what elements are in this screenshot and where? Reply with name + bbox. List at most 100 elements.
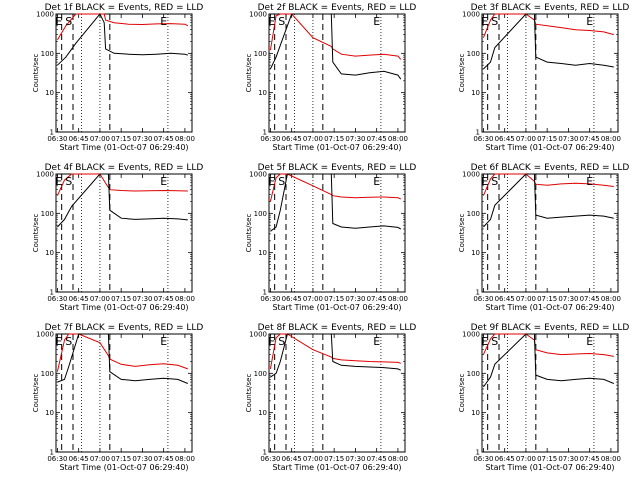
marker-label: E [268, 175, 275, 188]
marker-label: E [55, 335, 62, 348]
x-tick-label: 06:45 [282, 295, 302, 303]
x-tick-label: 07:45 [580, 295, 600, 303]
marker-label: S [491, 175, 498, 188]
y-tick-label: 10 [258, 409, 267, 417]
plot-frame [55, 173, 193, 293]
x-tick-label: 07:00 [516, 135, 536, 143]
y-tick-label: 1000 [36, 11, 54, 19]
panel-title: Det 6f BLACK = Events, RED = LLD [471, 163, 630, 173]
marker-label: E [55, 15, 62, 28]
x-tick-label: 06:30 [47, 135, 67, 143]
x-tick-label: 07:15 [111, 455, 131, 463]
panel-title: Det 4f BLACK = Events, RED = LLD [45, 163, 204, 173]
detector-panel: Det 6f BLACK = Events, RED = LLD 1 10 100 10… [458, 163, 629, 312]
x-tick-label: 07:15 [324, 295, 344, 303]
marker-label: S [491, 15, 498, 28]
x-tick-label: 07:00 [90, 455, 110, 463]
lld-series-line [482, 333, 614, 357]
y-tick-label: 100 [41, 210, 54, 218]
events-series-line [270, 173, 402, 232]
x-tick-label: 07:00 [303, 455, 323, 463]
x-tick-label: 06:30 [473, 455, 493, 463]
y-tick-label: 10 [45, 409, 54, 417]
x-tick-label: 06:45 [282, 135, 302, 143]
x-tick-label: 06:45 [282, 455, 302, 463]
marker-label: E [268, 15, 275, 28]
y-tick-label: 1 [263, 289, 267, 297]
marker-label: E [55, 175, 62, 188]
x-tick-label: 07:00 [90, 135, 110, 143]
marker-label: E [586, 175, 593, 188]
x-tick-label: 07:30 [345, 455, 365, 463]
detector-panel: Det 3f BLACK = Events, RED = LLD 1 10 100 10… [458, 3, 629, 152]
x-tick-label: 07:00 [516, 455, 536, 463]
y-tick-label: 10 [471, 249, 480, 257]
y-axis-label: Counts/sec [32, 54, 40, 93]
x-tick-label: 08:00 [175, 135, 195, 143]
plot-frame [55, 13, 193, 133]
x-tick-label: 06:45 [495, 455, 515, 463]
y-tick-label: 1 [263, 449, 267, 457]
panel-title: Det 7f BLACK = Events, RED = LLD [45, 323, 204, 333]
x-axis-label: Start Time (01-Oct-07 06:29:40) [272, 303, 401, 312]
lld-series-line [269, 173, 402, 202]
x-tick-label: 08:00 [388, 295, 408, 303]
plot-frame [268, 173, 406, 293]
x-tick-label: 07:15 [111, 135, 131, 143]
y-axis-label: Counts/sec [32, 214, 40, 253]
y-tick-label: 1000 [36, 171, 54, 179]
y-axis-label: Counts/sec [458, 374, 466, 413]
marker-label: E [373, 15, 380, 28]
y-tick-label: 10 [45, 249, 54, 257]
y-tick-label: 1000 [249, 11, 267, 19]
plot-frame [55, 333, 193, 453]
x-tick-label: 07:30 [558, 455, 578, 463]
plot-frame [268, 13, 406, 133]
x-tick-label: 07:00 [516, 295, 536, 303]
x-tick-label: 07:30 [132, 295, 152, 303]
x-tick-label: 07:15 [324, 135, 344, 143]
y-tick-label: 10 [471, 89, 480, 97]
y-axis-label: Counts/sec [458, 54, 466, 93]
panel-title: Det 2f BLACK = Events, RED = LLD [258, 3, 417, 13]
x-tick-label: 06:30 [260, 455, 280, 463]
marker-label: E [481, 15, 488, 28]
y-tick-label: 1 [50, 449, 54, 457]
y-tick-label: 100 [41, 50, 54, 58]
events-series-line [482, 333, 614, 388]
events-series-line [270, 333, 402, 378]
y-tick-label: 1000 [249, 331, 267, 339]
x-tick-label: 07:30 [345, 135, 365, 143]
x-tick-label: 07:45 [367, 135, 387, 143]
y-axis-label: Counts/sec [245, 374, 253, 413]
y-tick-label: 1000 [36, 331, 54, 339]
y-axis-label: Counts/sec [245, 54, 253, 93]
detector-panel: Det 1f BLACK = Events, RED = LLD 1 10 100 10… [32, 3, 203, 152]
x-tick-label: 07:30 [558, 295, 578, 303]
x-tick-label: 07:30 [132, 135, 152, 143]
x-tick-label: 07:45 [367, 455, 387, 463]
lld-series-line [56, 13, 189, 41]
marker-label: S [278, 335, 285, 348]
x-tick-label: 08:00 [601, 135, 621, 143]
y-tick-label: 10 [45, 89, 54, 97]
x-tick-label: 06:45 [69, 295, 89, 303]
x-tick-label: 07:00 [90, 295, 110, 303]
y-tick-label: 10 [258, 249, 267, 257]
x-tick-label: 07:15 [537, 295, 557, 303]
events-series-line [57, 13, 188, 66]
x-tick-label: 07:15 [324, 455, 344, 463]
x-tick-label: 06:45 [495, 135, 515, 143]
y-tick-label: 1 [50, 129, 54, 137]
x-axis-label: Start Time (01-Oct-07 06:29:40) [272, 463, 401, 472]
x-tick-label: 08:00 [175, 455, 195, 463]
y-tick-label: 1000 [462, 11, 480, 19]
x-tick-label: 06:45 [69, 455, 89, 463]
events-series-line [483, 13, 614, 70]
x-tick-label: 06:30 [473, 135, 493, 143]
detector-panel: Det 7f BLACK = Events, RED = LLD 1 10 100 10… [32, 323, 203, 472]
marker-label: E [160, 15, 167, 28]
plot-frame [481, 333, 619, 453]
y-tick-label: 1000 [462, 171, 480, 179]
